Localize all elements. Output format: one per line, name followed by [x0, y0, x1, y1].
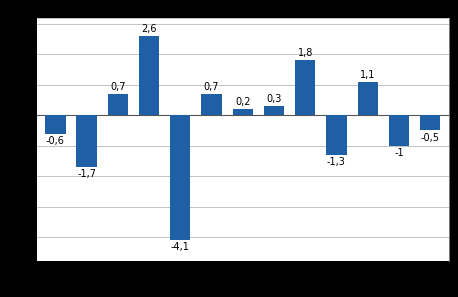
Bar	[170, 115, 191, 240]
Text: 0,2: 0,2	[235, 97, 251, 107]
Bar	[326, 115, 347, 155]
Bar	[76, 115, 97, 167]
Text: 1,1: 1,1	[360, 69, 376, 80]
Text: -0,6: -0,6	[46, 136, 65, 146]
Text: -1,7: -1,7	[77, 169, 96, 179]
Bar	[139, 36, 159, 115]
Bar	[358, 82, 378, 115]
Text: 0,7: 0,7	[204, 82, 219, 92]
Text: -1: -1	[394, 148, 403, 158]
Bar	[45, 115, 65, 134]
Bar	[295, 61, 316, 115]
Text: 0,3: 0,3	[266, 94, 282, 104]
Bar	[108, 94, 128, 115]
Bar	[389, 115, 409, 146]
Text: 2,6: 2,6	[142, 24, 157, 34]
Bar	[202, 94, 222, 115]
Text: 1,8: 1,8	[298, 48, 313, 58]
Text: -0,5: -0,5	[420, 132, 440, 143]
Text: 0,7: 0,7	[110, 82, 125, 92]
Bar	[264, 106, 284, 115]
Bar	[233, 109, 253, 115]
Text: -1,3: -1,3	[327, 157, 346, 167]
Text: -4,1: -4,1	[171, 242, 190, 252]
Bar	[420, 115, 440, 130]
